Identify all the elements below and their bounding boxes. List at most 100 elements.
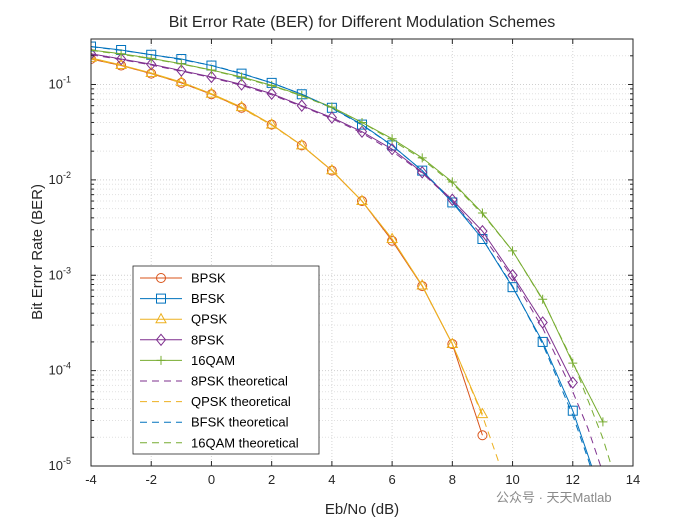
data-point: [477, 233, 488, 244]
series-line-16qam-theoretical: [91, 49, 612, 466]
data-point: [537, 336, 548, 347]
data-point: [326, 163, 338, 175]
axis-ticks: -4 -2 0 2 4 6 8 10 12 14 10-5 10-4 10-3 10-2 10-1: [49, 38, 640, 487]
y-tick-label: 10-3: [49, 265, 71, 282]
plot-frame: [90, 38, 634, 467]
legend-item-qpsk-theoretical: QPSK theoretical: [140, 394, 291, 409]
data-point: [326, 165, 337, 176]
data-point: [416, 279, 429, 290]
data-point: [91, 41, 96, 52]
series-8psk-theoretical: [91, 54, 602, 466]
data-point: [477, 208, 487, 218]
legend-item-8psk-theoretical: 8PSK theoretical: [140, 374, 288, 389]
series-line-8psk: [91, 53, 574, 383]
legend-item-qpsk: QPSK: [140, 312, 227, 327]
legend-item-16qam-theoretical: 16QAM theoretical: [140, 435, 299, 450]
data-point: [568, 358, 578, 368]
x-tick-label: -4: [85, 472, 97, 487]
data-point: [507, 268, 518, 282]
series-line-qpsk: [91, 57, 483, 415]
x-tick-label: 6: [388, 472, 395, 487]
data-point: [115, 52, 127, 66]
data-point: [447, 197, 458, 208]
data-point: [386, 142, 398, 156]
legend: BPSK BFSK QPSK 8PSK 16QAM 8PSK theoretical QPS…: [132, 265, 320, 455]
data-point: [266, 87, 277, 101]
series-layer: [91, 41, 612, 466]
data-point: [156, 293, 166, 304]
data-point: [235, 100, 248, 112]
data-point: [296, 99, 307, 112]
data-point: [538, 294, 548, 304]
data-point: [386, 232, 398, 243]
legend-label: QPSK theoretical: [191, 394, 291, 409]
data-point: [115, 58, 127, 70]
chart-title: Bit Error Rate (BER) for Different Modul…: [169, 14, 556, 31]
data-point: [447, 177, 457, 187]
data-point: [205, 87, 218, 98]
series-line-qpsk-theoretical: [91, 58, 501, 466]
x-tick-label: 8: [449, 472, 456, 487]
legend-label: 16QAM: [191, 353, 235, 368]
legend-label: 8PSK theoretical: [191, 374, 288, 389]
data-point: [155, 312, 167, 324]
x-tick-label: 2: [268, 472, 275, 487]
x-axis-label: Eb/No (dB): [325, 501, 399, 518]
legend-label: QPSK: [191, 312, 227, 327]
series-16qam-theoretical: [91, 49, 612, 466]
data-point: [146, 57, 157, 71]
data-point: [236, 102, 247, 113]
legend-label: 16QAM theoretical: [191, 435, 299, 450]
legend-label: BFSK: [191, 291, 225, 306]
legend-item-bfsk-theoretical: BFSK theoretical: [140, 415, 289, 430]
x-tick-label: 4: [328, 472, 335, 487]
x-tick-label: 10: [505, 472, 519, 487]
data-point: [206, 89, 217, 100]
legend-label: BPSK: [191, 271, 226, 286]
data-point: [446, 337, 459, 349]
data-point: [417, 153, 427, 163]
x-tick-label: 0: [208, 472, 215, 487]
legend-item-16qam: 16QAM: [140, 353, 235, 368]
data-point: [91, 47, 97, 61]
y-tick-label: 10-4: [49, 361, 71, 378]
series-qpsk-theoretical: [91, 58, 501, 466]
data-point: [356, 194, 368, 206]
legend-item-8psk: 8PSK: [140, 332, 225, 347]
data-point: [476, 407, 489, 419]
data-point: [477, 430, 488, 441]
data-point: [156, 273, 166, 283]
y-tick-label: 10-5: [49, 456, 71, 473]
series-line-8psk-theoretical: [91, 54, 602, 466]
data-point: [265, 118, 278, 129]
y-axis-label: Bit Error Rate (BER): [29, 184, 46, 320]
x-tick-label: 12: [566, 472, 580, 487]
data-point: [236, 78, 247, 91]
data-point: [477, 224, 488, 238]
data-point: [156, 355, 166, 365]
data-point: [175, 75, 188, 87]
data-point: [155, 333, 167, 347]
legend-label: BFSK theoretical: [191, 415, 289, 430]
data-point: [116, 60, 127, 71]
y-tick-label: 10-2: [49, 170, 71, 187]
data-point: [91, 45, 96, 55]
data-point: [206, 70, 217, 84]
x-tick-label: -2: [145, 472, 157, 487]
data-point: [356, 125, 368, 138]
data-point: [176, 64, 187, 77]
data-point: [598, 417, 608, 427]
watermark: 公众号 · 天天Matlab: [496, 490, 612, 505]
legend-item-bfsk: BFSK: [140, 291, 225, 306]
legend-label: 8PSK: [191, 332, 225, 347]
data-point: [567, 376, 578, 389]
data-point: [417, 281, 428, 292]
data-point: [176, 77, 187, 88]
data-point: [326, 111, 338, 124]
data-point: [145, 66, 158, 78]
data-point: [295, 138, 308, 150]
data-point: [507, 282, 518, 293]
legend-item-bpsk: BPSK: [140, 271, 226, 286]
y-tick-label: 10-1: [49, 75, 71, 92]
